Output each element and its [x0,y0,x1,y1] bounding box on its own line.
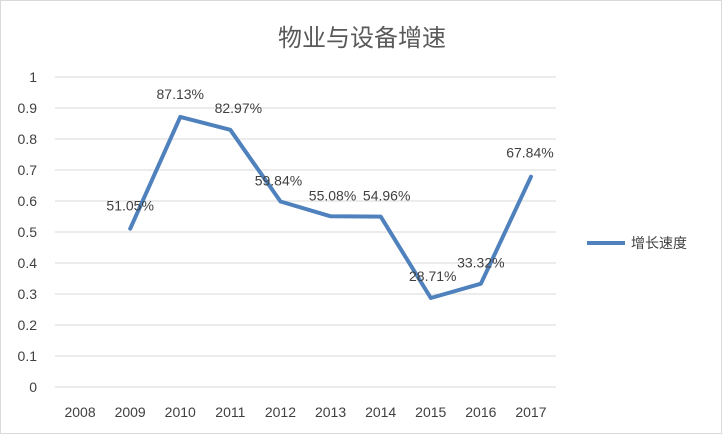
data-label: 59.84% [255,172,302,188]
x-tick-label: 2014 [365,404,396,420]
x-axis-tick-labels: 2008 2009 2010 2011 2012 2013 2014 2015 2016 2017 [64,404,546,420]
data-label: 51.05% [106,198,153,214]
chart-title: 物业与设备增速 [278,24,446,52]
y-tick-label: 0.6 [18,193,38,209]
data-label: 33.32% [457,255,504,271]
y-tick-label: 1 [29,69,37,85]
legend-label: 增长速度 [631,236,687,252]
y-tick-label: 0.4 [18,255,38,271]
y-tick-label: 0 [29,379,37,395]
x-tick-label: 2015 [415,404,446,420]
y-tick-label: 0.2 [18,317,38,333]
x-tick-label: 2009 [115,404,146,420]
x-tick-label: 2012 [265,404,296,420]
x-tick-label: 2016 [465,404,496,420]
series-line [128,114,533,300]
y-tick-label: 0.7 [18,162,38,178]
data-label: 82.97% [215,100,262,116]
x-tick-label: 2013 [315,404,346,420]
y-tick-label: 0.8 [18,131,38,147]
y-tick-label: 0.1 [18,348,38,364]
data-label: 28.71% [409,268,456,284]
x-tick-label: 2017 [515,404,546,420]
data-labels: 51.05% 87.13% 82.97% 59.84% 55.08% 54.96% 28.7… [106,86,553,284]
data-label: 54.96% [363,188,410,204]
data-label: 67.84% [506,145,553,161]
y-tick-label: 0.3 [18,286,38,302]
data-label: 87.13% [157,86,204,102]
y-tick-label: 0.9 [18,100,38,116]
data-label: 55.08% [309,187,356,203]
x-tick-label: 2010 [165,404,196,420]
gridlines [55,76,556,388]
y-tick-label: 0.5 [18,224,38,240]
x-tick-label: 2011 [215,404,245,420]
x-tick-label: 2008 [64,404,95,420]
legend: 增长速度 [587,236,687,252]
series-line-group [128,114,533,300]
y-axis-tick-labels: 0 0.1 0.2 0.3 0.4 0.5 0.6 0.7 0.8 0.9 1 [18,69,38,395]
